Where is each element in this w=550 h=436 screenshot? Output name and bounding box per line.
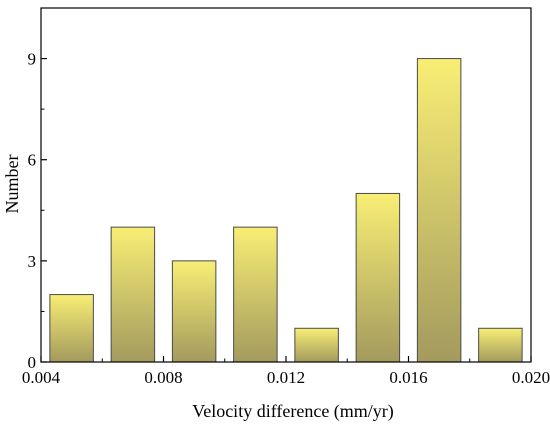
histogram-bar-3 xyxy=(171,260,217,363)
x-tick-label: 0.020 xyxy=(512,368,550,387)
x-tick-label: 0.008 xyxy=(144,368,182,387)
bars-group xyxy=(49,58,523,363)
histogram-bar-1 xyxy=(49,294,94,363)
x-tick-label: 0.012 xyxy=(267,368,305,387)
histogram-bar-5 xyxy=(294,327,339,363)
histogram-bar-7 xyxy=(416,58,462,363)
histogram-bar-8 xyxy=(478,327,523,363)
y-tick-label: 0 xyxy=(28,353,37,372)
x-tick-label: 0.016 xyxy=(389,368,427,387)
x-axis-title: Velocity difference (mm/yr) xyxy=(192,401,394,422)
histogram-bar-6 xyxy=(355,192,401,363)
histogram-bar-2 xyxy=(110,226,156,363)
histogram-bar-4 xyxy=(233,226,278,363)
ticks-group: 0.004 0.008 0.012 0.016 0.020 0 3 6 9 xyxy=(22,50,550,387)
x-tick-label: 0.004 xyxy=(22,368,61,387)
y-tick-label: 9 xyxy=(28,50,37,69)
y-tick-label: 3 xyxy=(28,252,37,271)
y-tick-label: 6 xyxy=(28,151,37,170)
y-axis-title: Number xyxy=(2,155,22,214)
